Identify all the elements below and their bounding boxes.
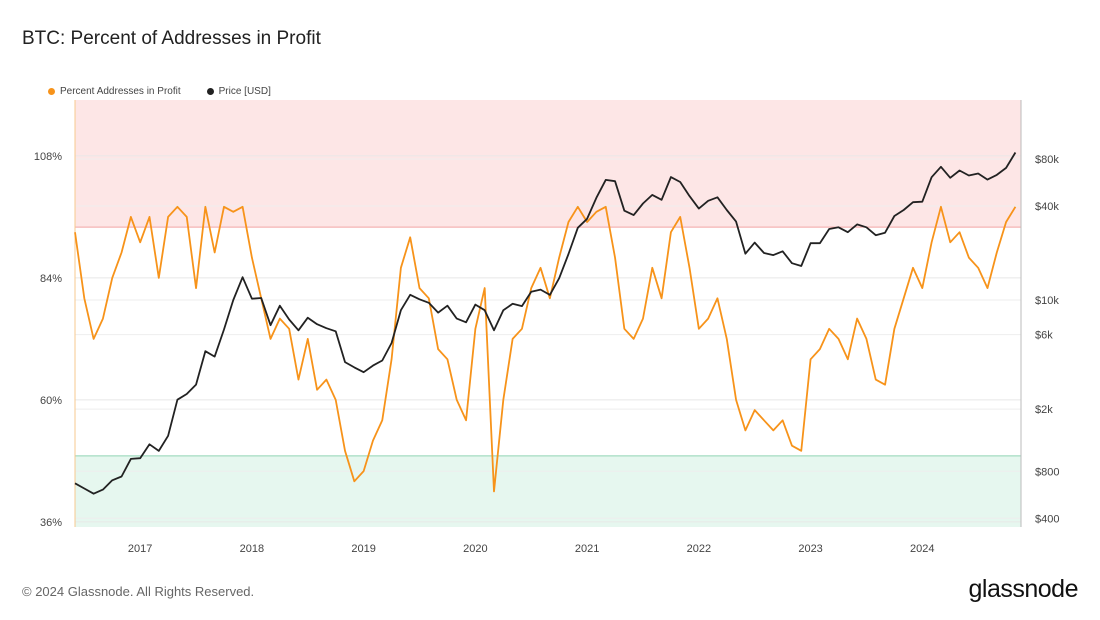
legend-item-percent[interactable]: Percent Addresses in Profit [48,86,181,97]
orange-dot-icon [48,88,55,95]
x-tick-label: 2023 [798,543,822,555]
left-tick-label: 60% [40,395,62,407]
glassnode-logo: glassnode [968,575,1079,603]
legend-label: Percent Addresses in Profit [60,86,181,97]
x-tick-label: 2017 [128,543,152,555]
x-tick-label: 2021 [575,543,599,555]
black-dot-icon [206,88,214,95]
legend-item-price[interactable]: Price [USD] [206,86,271,97]
right-tick-label: $80k [1035,154,1059,166]
price-line [74,152,1017,495]
band-lower [75,455,1021,527]
right-tick-label: $6k [1035,330,1053,342]
x-tick-label: 2018 [240,543,264,555]
right-tick-label: $800 [1035,466,1059,478]
right-tick-label: $40k [1035,201,1059,213]
left-tick-label: 84% [40,273,62,285]
right-tick-label: $10k [1035,295,1059,307]
left-tick-label: 108% [34,151,62,163]
left-tick-label: 36% [40,517,62,529]
chart-svg: 108% 84% 60% 36% $80k $40k $10k $6k $2k $800 $400 2… [34,100,1059,555]
right-tick-label: $2k [1035,404,1053,416]
percent-profit-line [74,205,1017,493]
copyright: © 2024 Glassnode. All Rights Reserved. [22,584,255,599]
x-tick-label: 2022 [687,543,711,555]
legend: Percent Addresses in Profit Price [USD] [48,86,271,97]
right-tick-label: $400 [1035,513,1059,525]
chart-title: BTC: Percent of Addresses in Profit [22,28,321,49]
x-tick-label: 2019 [351,543,375,555]
x-tick-label: 2020 [463,543,487,555]
band-upper [75,100,1021,228]
legend-label: Price [USD] [218,86,271,97]
x-tick-label: 2024 [910,543,934,555]
